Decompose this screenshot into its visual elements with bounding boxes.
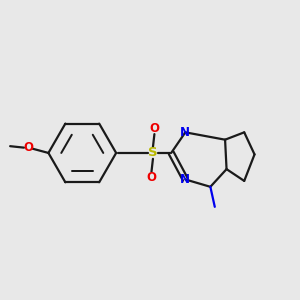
Text: O: O — [23, 141, 33, 154]
Text: N: N — [180, 126, 190, 139]
Text: N: N — [180, 173, 190, 186]
Text: O: O — [149, 122, 159, 135]
Text: O: O — [146, 171, 157, 184]
Text: S: S — [148, 146, 158, 159]
